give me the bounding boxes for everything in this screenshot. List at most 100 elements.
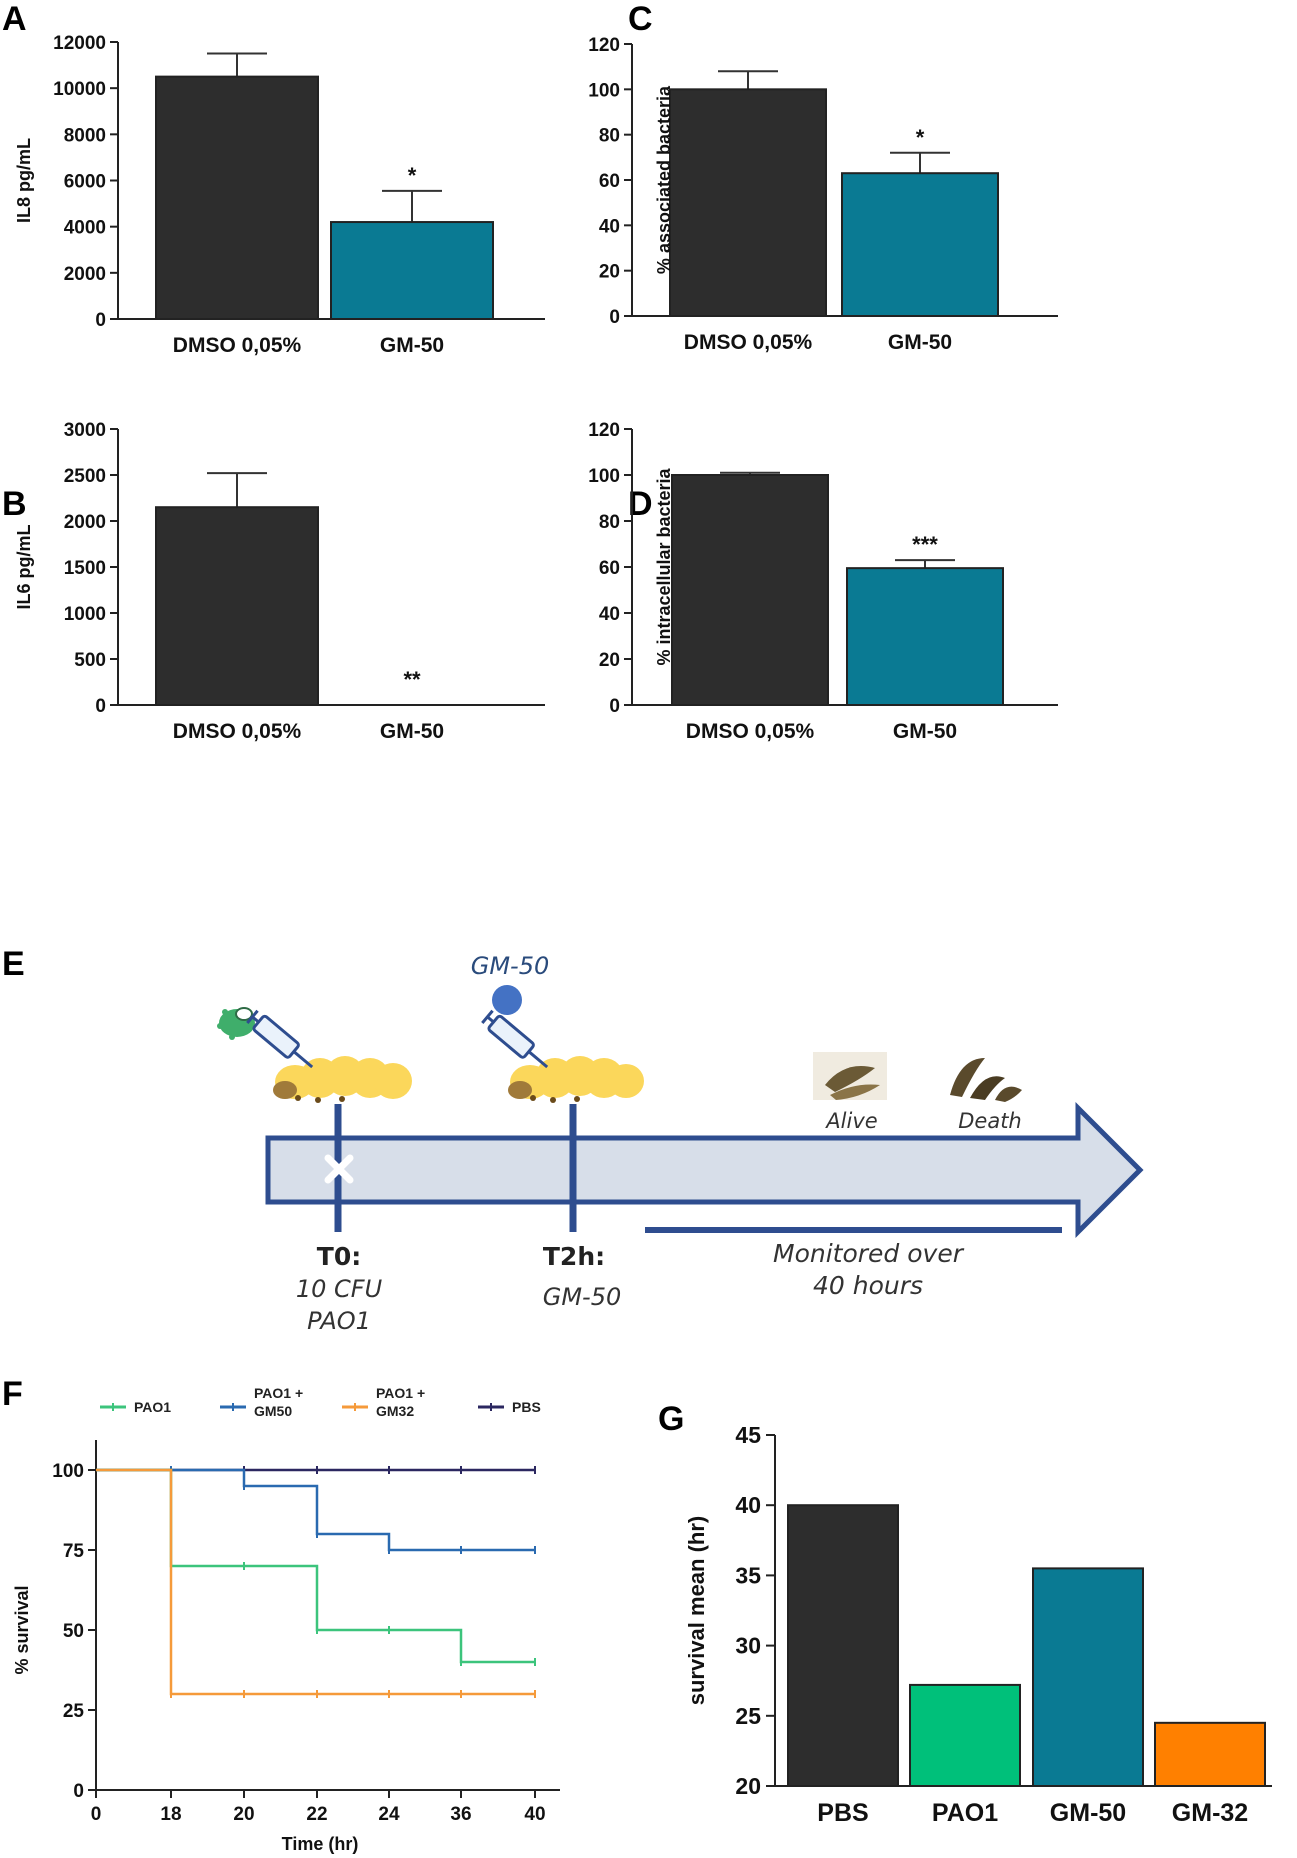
y-tick-label: 3000 (64, 420, 106, 441)
y-tick-label: 120 (588, 420, 620, 441)
chart-f-survival-curve: 0 25 50 75 100 0 18 20 22 24 36 40 PAO1 PAO1 + GM50 PAO… (12, 1385, 560, 1854)
bacterium-icon (217, 1007, 255, 1040)
y-tick-label: 2000 (64, 512, 106, 533)
y-tick-label: 0 (609, 307, 620, 328)
category-label: DMSO 0,05% (686, 720, 815, 743)
y-tick-label: 20 (599, 650, 620, 671)
category-label: DMSO 0,05% (684, 331, 813, 354)
y-tick-label: 40 (599, 604, 620, 625)
y-tick-label: 500 (74, 650, 106, 671)
significance-marker: ** (403, 667, 421, 692)
y-axis-label: % intracellular bacteria (654, 467, 674, 665)
y-tick-label: 4000 (64, 218, 106, 239)
y-tick-label: 6000 (64, 172, 106, 193)
x-tick-label: 22 (306, 1804, 327, 1825)
y-tick-label: 60 (599, 171, 620, 192)
y-tick-label: 100 (588, 466, 620, 487)
timeline-diagram: GM-50 Alive Death T0: 10 CFU PAO1 T2h: G… (217, 952, 1144, 1335)
category-label: GM-50 (380, 334, 444, 357)
t2h-title: T2h: (543, 1242, 605, 1271)
y-tick-label: 25 (735, 1703, 761, 1729)
compound-label: GM-50 (471, 952, 550, 980)
y-tick-label: 30 (735, 1633, 761, 1659)
chart-a-il8: 0 2000 4000 6000 8000 10000 12000 DMSO 0,05% * GM… (14, 33, 545, 357)
panel-label-a: A (2, 0, 27, 38)
alive-larva-image (813, 1052, 887, 1100)
t0-line-1: 10 CFU (296, 1275, 383, 1303)
legend-label: GM50 (254, 1403, 292, 1419)
y-tick-label: 2500 (64, 466, 106, 487)
dead-larva-image (950, 1058, 1022, 1102)
category-label: DMSO 0,05% (173, 334, 302, 357)
chart-b-il6: 0 500 1000 1500 2000 2500 3000 DMSO 0,05% ** GM-5… (14, 420, 545, 743)
bar (1154, 1721, 1266, 1787)
monitor-line-2: 40 hours (813, 1271, 923, 1300)
bar (155, 75, 319, 320)
y-axis-label: IL8 pg/mL (14, 138, 34, 223)
y-tick-label: 0 (95, 310, 106, 331)
larva-icon (273, 1056, 412, 1103)
chart-g-survival-mean: 20 25 30 35 40 45 PBS PAO1 GM-50 GM-32 survival me… (684, 1422, 1272, 1827)
legend-label: GM32 (376, 1403, 414, 1419)
category-label: PBS (817, 1799, 868, 1827)
legend-label: PAO1 + (376, 1385, 425, 1401)
t0-title: T0: (317, 1242, 361, 1271)
panel-label-e: E (2, 945, 25, 983)
category-label: GM-50 (380, 720, 444, 743)
survival-line-2 (96, 1468, 535, 1696)
y-tick-label: 8000 (64, 125, 106, 146)
bar (841, 172, 999, 317)
y-tick-label: 25 (63, 1701, 85, 1722)
x-tick-label: 20 (233, 1804, 254, 1825)
y-tick-label: 100 (52, 1461, 84, 1482)
y-tick-label: 40 (735, 1492, 761, 1518)
bar (155, 506, 319, 707)
bar (909, 1683, 1021, 1787)
significance-marker: * (916, 125, 925, 150)
syringe-icon (481, 1009, 549, 1069)
y-axis-label: % survival (12, 1585, 32, 1674)
panel-label-c: C (628, 0, 653, 38)
x-axis-label: Time (hr) (282, 1834, 359, 1854)
y-tick-label: 80 (599, 126, 620, 147)
y-axis-label: IL6 pg/mL (14, 524, 34, 609)
survival-line-0 (96, 1468, 535, 1664)
y-tick-label: 40 (599, 216, 620, 237)
panel-label-f: F (2, 1375, 23, 1413)
death-label: Death (958, 1109, 1022, 1133)
bar (669, 88, 827, 318)
x-tick-label: 40 (524, 1804, 545, 1825)
significance-marker: * (408, 163, 417, 188)
t0-line-2: PAO1 (307, 1307, 371, 1335)
x-tick-label: 0 (91, 1804, 102, 1825)
category-label: DMSO 0,05% (173, 720, 302, 743)
x-tick-label: 36 (450, 1804, 471, 1825)
y-tick-label: 0 (95, 696, 106, 717)
bar (671, 474, 829, 706)
category-label: PAO1 (932, 1799, 998, 1827)
larva-icon (508, 1056, 644, 1103)
y-tick-label: 60 (599, 558, 620, 579)
y-tick-label: 45 (735, 1422, 761, 1448)
y-tick-label: 50 (63, 1621, 84, 1642)
y-tick-label: 80 (599, 512, 620, 533)
y-tick-label: 35 (735, 1562, 761, 1588)
y-tick-label: 0 (609, 696, 620, 717)
bar (1032, 1567, 1144, 1787)
y-axis-label: survival mean (hr) (684, 1516, 709, 1706)
legend-label: PAO1 + (254, 1385, 303, 1401)
compound-dot (492, 985, 522, 1015)
chart-c-associated-bacteria: 0 20 40 60 80 100 120 DMSO 0,05% * GM-50 % associa… (588, 35, 1058, 354)
y-tick-label: 20 (599, 262, 620, 283)
chart-d-intracellular-bacteria: 0 20 40 60 80 100 120 DMSO 0,05% *** GM-50 % intra… (588, 420, 1058, 743)
category-label: GM-50 (893, 720, 957, 743)
x-tick-label: 18 (160, 1804, 181, 1825)
y-tick-label: 1500 (64, 558, 106, 579)
survival-line-1 (96, 1468, 535, 1552)
y-tick-label: 100 (588, 80, 620, 101)
y-tick-label: 120 (588, 35, 620, 56)
panel-label-b: B (2, 485, 27, 523)
syringe-icon (246, 1009, 314, 1069)
alive-label: Alive (824, 1109, 877, 1133)
timeline-arrow (265, 1101, 1144, 1239)
